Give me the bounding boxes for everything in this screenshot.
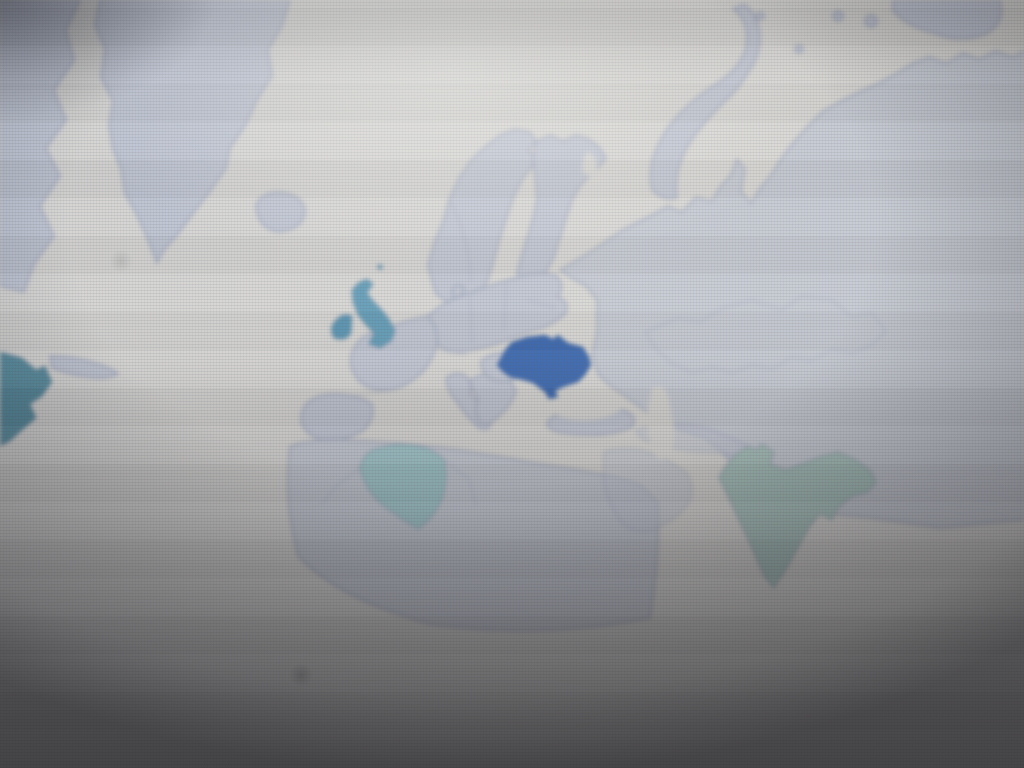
arctic-island-dot [832,10,844,22]
screen-smudge [288,664,314,686]
screen-smudge [108,250,134,272]
arctic-island-dot [794,44,804,54]
arctic-island-dot [755,11,765,21]
region-shetland[interactable] [377,264,383,270]
arctic-island-dot [864,14,878,28]
